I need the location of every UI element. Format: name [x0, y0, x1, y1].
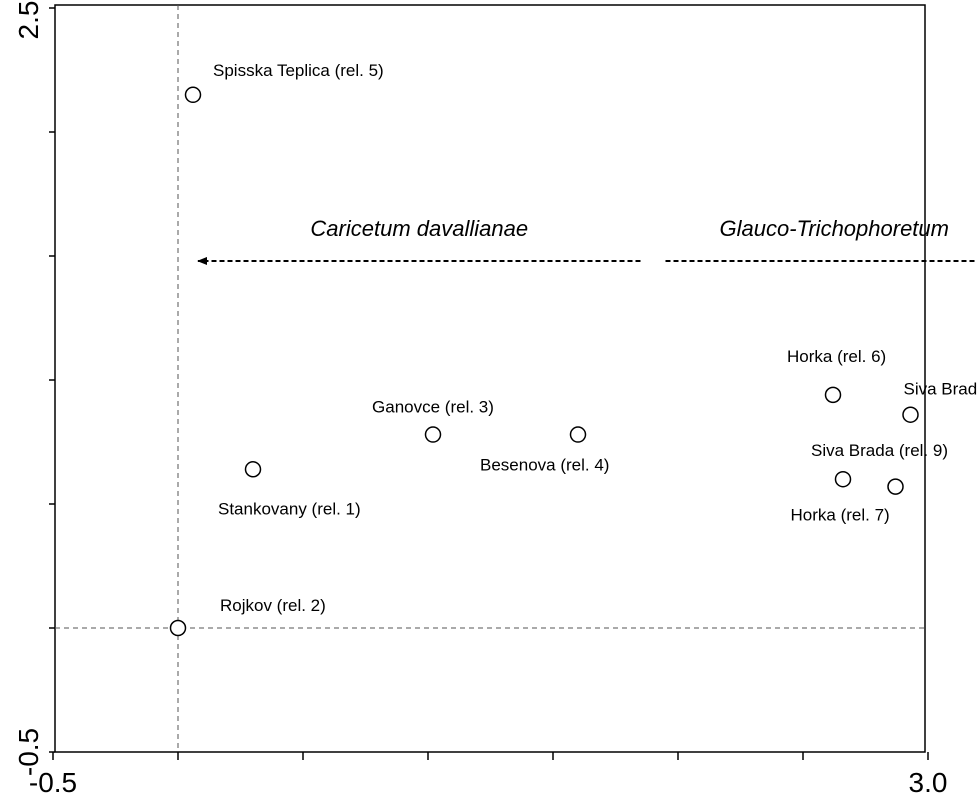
data-point — [824, 386, 842, 404]
group-label: Glauco-Trichophoretum — [720, 216, 949, 241]
data-point-label: Rojkov (rel. 2) — [220, 596, 326, 615]
data-point-label: Spisska Teplica (rel. 5) — [213, 61, 384, 80]
data-point — [424, 426, 442, 443]
data-point — [834, 470, 852, 488]
data-point-label: Horka (rel. 6) — [787, 347, 886, 366]
data-point-label: Siva Brada (rel. 9) — [811, 441, 948, 460]
data-point — [902, 406, 919, 423]
data-point — [184, 86, 202, 104]
data-point — [169, 619, 187, 637]
group-label: Caricetum davallianae — [310, 216, 528, 241]
y-tick-label-min: -0.5 — [13, 728, 44, 776]
y-tick-label-max: 2.5 — [13, 1, 44, 40]
data-point — [569, 426, 587, 443]
data-point — [244, 461, 262, 478]
data-point-label: Siva Brada (rel. 8) — [904, 380, 977, 399]
data-point-label: Horka (rel. 7) — [791, 506, 890, 525]
x-tick-label-max: 3.0 — [909, 767, 948, 798]
data-point — [887, 478, 904, 495]
plot-frame — [54, 4, 926, 753]
data-point-label: Besenova (rel. 4) — [480, 456, 609, 475]
x-tick-label-min: -0.5 — [29, 767, 77, 798]
data-point-label: Stankovany (rel. 1) — [218, 499, 361, 518]
data-point-label: Ganovce (rel. 3) — [372, 398, 494, 417]
